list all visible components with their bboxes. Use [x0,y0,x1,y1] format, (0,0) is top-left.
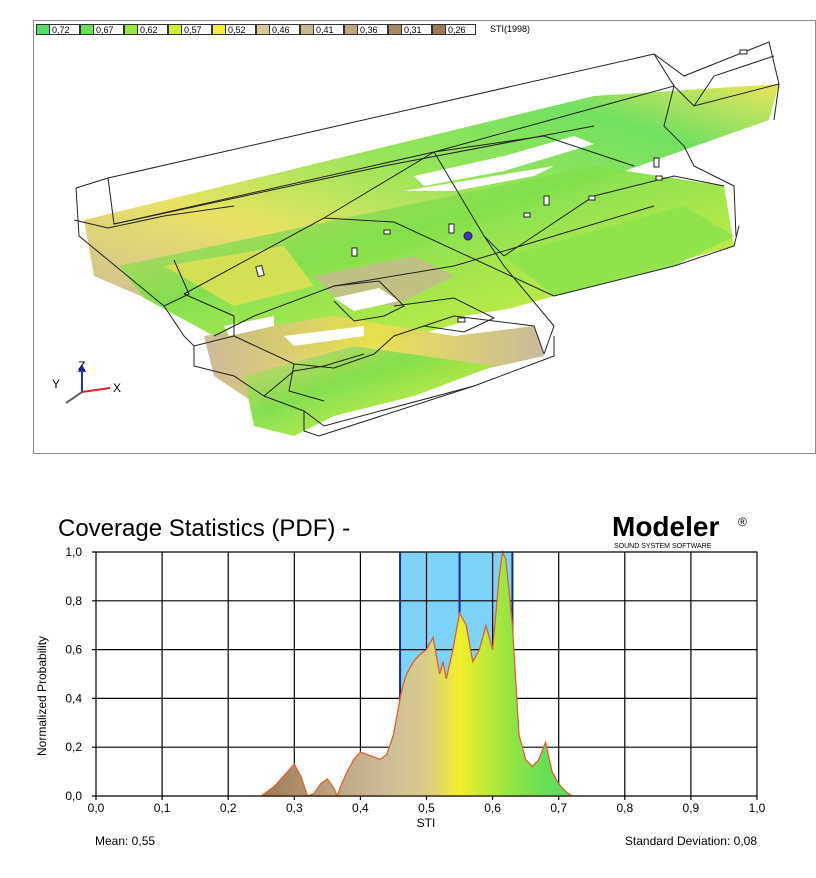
legend-label: 0,41 [314,24,344,35]
x-tick-label: 0,1 [154,801,171,815]
y-axis-label: Normalized Probability [35,636,49,756]
axis-z-label: Z [78,359,85,373]
legend-swatch [124,24,138,35]
y-tick-label: 1,0 [65,545,82,559]
sti-legend: 0,72 0,67 0,62 0,57 0,52 0,46 0,41 0,36 0,31 0,26… [36,23,530,36]
legend-title: STI(1998) [490,24,531,34]
legend-label: 0,72 [50,24,80,35]
chart-title: Coverage Statistics (PDF) - [58,515,350,542]
x-tick-label: 0,3 [286,801,303,815]
legend-swatch [212,24,226,35]
y-tick-label: 0,8 [65,594,82,608]
speakers [255,49,748,323]
venue-3d-model[interactable]: Z X Y [34,36,814,452]
x-tick-label: 0,8 [616,801,633,815]
brand-tagline: SOUND SYSTEM SOFTWARE [614,543,712,550]
legend-item: 0,67 [80,23,124,36]
legend-item: 0,46 [256,23,300,36]
legend-label: 0,46 [270,24,300,35]
brand-logo: Modeler ® SOUND SYSTEM SOFTWARE [612,511,747,550]
x-tick-label: 0,9 [683,801,700,815]
legend-item: 0,31 [388,23,432,36]
axis-x-label: X [113,381,121,395]
legend-label: 0,62 [138,24,168,35]
x-tick-label: 0,2 [220,801,237,815]
legend-swatch [344,24,358,35]
legend-swatch [388,24,402,35]
x-tick-labels: 0,0 0,1 0,2 0,3 0,4 0,5 0,6 0,7 0,8 0,9 1,0 [88,801,766,815]
legend-swatch [168,24,182,35]
x-tick-label: 0,5 [418,801,435,815]
std-readout: Standard Deviation: 0,08 [625,834,757,848]
legend-swatch [432,24,446,35]
mean-readout: Mean: 0,55 [95,834,155,848]
y-tick-label: 0,2 [65,740,82,754]
x-tick-label: 0,4 [352,801,369,815]
legend-item: 0,52 [212,23,256,36]
floor-gaps [224,136,594,346]
legend-swatch [256,24,270,35]
pdf-area [260,549,573,798]
legend-label: 0,31 [402,24,432,35]
y-tick-label: 0,6 [65,643,82,657]
legend-item: 0,62 [124,23,168,36]
legend-swatch [36,24,50,35]
legend-label: 0,67 [94,24,124,35]
x-tick-label: 0,6 [484,801,501,815]
legend-swatch [80,24,94,35]
x-tick-label: 0,7 [550,801,567,815]
x-axis-label: STI [417,816,436,830]
legend-item: 0,41 [300,23,344,36]
coverage-statistics-chart: Coverage Statistics (PDF) - Modeler ® SO… [35,511,766,848]
x-tick-label: 0,0 [88,801,105,815]
legend-label: 0,57 [182,24,212,35]
x-tick-label: 1,0 [749,801,766,815]
y-tick-label: 0,4 [65,691,82,705]
brand-name: Modeler [612,511,719,542]
axis-y-label: Y [52,377,60,391]
legend-item: 0,26 [432,23,476,36]
wireframe [73,41,780,437]
y-tick-labels: 0,0 0,2 0,4 0,6 0,8 1,0 [65,545,82,803]
y-tick-label: 0,0 [65,789,82,803]
legend-item: 0,72 [36,23,80,36]
brand-mark: ® [738,515,747,529]
legend-label: 0,36 [358,24,388,35]
legend-item: 0,57 [168,23,212,36]
legend-label: 0,26 [446,24,476,35]
legend-label: 0,52 [226,24,256,35]
legend-item: 0,36 [344,23,388,36]
legend-swatch [300,24,314,35]
plot-frame [95,551,758,797]
axis-triad: Z X Y [52,359,121,404]
